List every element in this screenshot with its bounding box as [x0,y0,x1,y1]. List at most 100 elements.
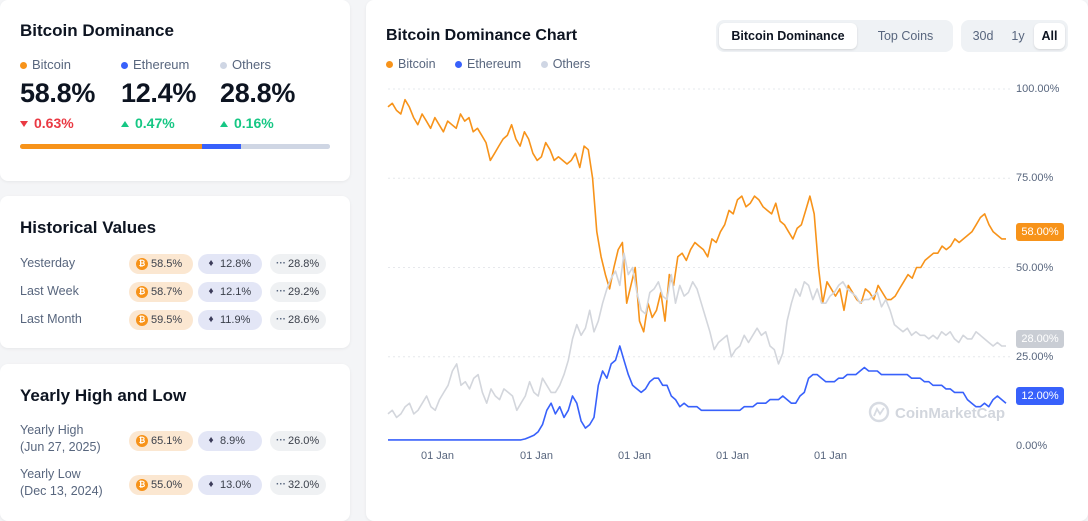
ethereum-icon: ♦ [208,258,214,269]
ethereum-dot-icon [121,62,128,70]
tab-bitcoin-dominance[interactable]: Bitcoin Dominance [719,23,857,49]
bitcoin-dot-icon [20,62,27,70]
btc-value: 58.5% [151,258,183,270]
current-bitcoin-tag: 58.00% [1016,223,1064,241]
others-dot-icon [220,62,227,70]
others-dot-icon [540,61,548,69]
eth-pill: ♦ 12.8% [198,254,262,274]
historical-label: Last Month [20,312,82,326]
legend-ethereum[interactable]: Ethereum [467,57,522,71]
range-1y[interactable]: 1y [1011,29,1025,43]
dominance-bar-ethereum [202,144,241,149]
caret-down-icon [20,121,28,128]
x-tick-label: 01 Jan [520,450,554,462]
legend-bitcoin[interactable]: Bitcoin [398,57,436,71]
ellipsis-icon: ··· [276,479,286,490]
x-tick-label: 01 Jan [814,450,848,462]
chart-card: Bitcoin Dominance Chart Bitcoin Ethereum… [366,0,1088,521]
others-pill: ··· 28.8% [270,254,326,274]
eth-pill: ♦ 8.9% [198,431,262,451]
dominance-bar-others [240,144,330,149]
range-tabs: 30d 1y All [961,20,1068,52]
coin-others: Others 28.8% 0.16% [220,57,295,131]
ethereum-icon: ♦ [208,286,214,297]
others-value: 28.8% [288,258,320,270]
yearly-label: Yearly High [20,423,84,437]
chart-title: Bitcoin Dominance Chart [386,27,578,44]
others-value: 32.0% [288,479,320,491]
y-tick-label: 25.00% [1016,351,1054,363]
dominance-card: Bitcoin Dominance Bitcoin 58.8% 0.63% Et… [0,0,350,181]
yearly-date: (Jun 27, 2025) [20,439,101,454]
coin-value: 28.8% [220,78,296,108]
eth-value: 13.0% [220,479,252,491]
coin-bitcoin: Bitcoin 58.8% 0.63% [20,57,95,131]
bitcoin-icon: ₿ [136,479,148,491]
y-tick-label: 75.00% [1016,172,1054,184]
ellipsis-icon: ··· [276,435,286,446]
coin-name: Bitcoin [32,57,72,72]
eth-value: 12.1% [220,286,252,298]
y-tick-label: 100.00% [1016,83,1060,95]
coin-name: Ethereum [133,57,190,72]
eth-pill: ♦ 12.1% [198,282,262,302]
y-tick-label: 0.00% [1016,440,1048,452]
ethereum-icon: ♦ [208,435,214,446]
historical-label: Last Week [20,284,79,298]
eth-pill: ♦ 13.0% [198,475,262,495]
others-pill: ··· 29.2% [270,282,326,302]
others-pill: ··· 32.0% [270,475,326,495]
btc-value: 55.0% [151,479,183,491]
bitcoin-icon: ₿ [136,258,148,270]
eth-value: 8.9% [220,435,246,447]
btc-value: 58.7% [151,286,183,298]
eth-value: 12.8% [220,258,252,270]
ellipsis-icon: ··· [276,314,286,325]
x-tick-label: 01 Jan [716,450,750,462]
tab-top-coins[interactable]: Top Coins [877,29,934,43]
dominance-title: Bitcoin Dominance [20,21,174,40]
eth-value: 11.9% [220,314,251,326]
ethereum-icon: ♦ [208,479,214,490]
btc-pill: ₿ 59.5% [129,310,193,330]
range-all[interactable]: All [1034,23,1065,49]
range-30d[interactable]: 30d [972,29,994,43]
yearly-high-label: Yearly High (Jun 27, 2025) [20,422,101,456]
ethereum-icon: ♦ [208,314,214,325]
others-pill: ··· 28.6% [270,310,326,330]
coin-value: 58.8% [20,78,96,108]
others-value: 26.0% [288,435,320,447]
yearly-date: (Dec 13, 2024) [20,483,103,498]
yearly-low-label: Yearly Low (Dec 13, 2024) [20,466,103,500]
coin-change: 0.63% [34,115,74,131]
bitcoin-icon: ₿ [136,314,148,326]
caret-up-icon [121,121,129,128]
ellipsis-icon: ··· [276,258,286,269]
coin-change: 0.47% [135,115,175,131]
x-tick-label: 01 Jan [618,450,652,462]
bitcoin-dot-icon [386,61,393,69]
btc-pill: ₿ 55.0% [129,475,193,495]
yearly-title: Yearly High and Low [20,386,187,405]
coin-name: Others [232,57,272,72]
y-tick-label: 50.00% [1016,262,1054,274]
ellipsis-icon: ··· [276,286,286,297]
coin-change: 0.16% [234,115,274,131]
historical-title: Historical Values [20,218,157,237]
btc-pill: ₿ 58.5% [129,254,193,274]
yearly-label: Yearly Low [20,467,81,481]
dominance-bar-bitcoin [20,144,203,149]
others-value: 29.2% [288,286,320,298]
view-tabs: Bitcoin Dominance Top Coins [716,20,953,52]
coin-value: 12.4% [121,78,197,108]
ethereum-dot-icon [455,61,463,69]
others-value: 28.6% [288,314,320,326]
bitcoin-icon: ₿ [136,435,148,447]
btc-pill: ₿ 58.7% [129,282,193,302]
bitcoin-icon: ₿ [136,286,148,298]
eth-pill: ♦ 11.9% [198,310,262,330]
chart-legend: Bitcoin Ethereum Others [386,57,590,71]
legend-others[interactable]: Others [552,57,591,71]
dominance-bar [20,144,330,149]
historical-card: Historical Values Yesterday ₿ 58.5% ♦ 12.8… [0,196,350,348]
